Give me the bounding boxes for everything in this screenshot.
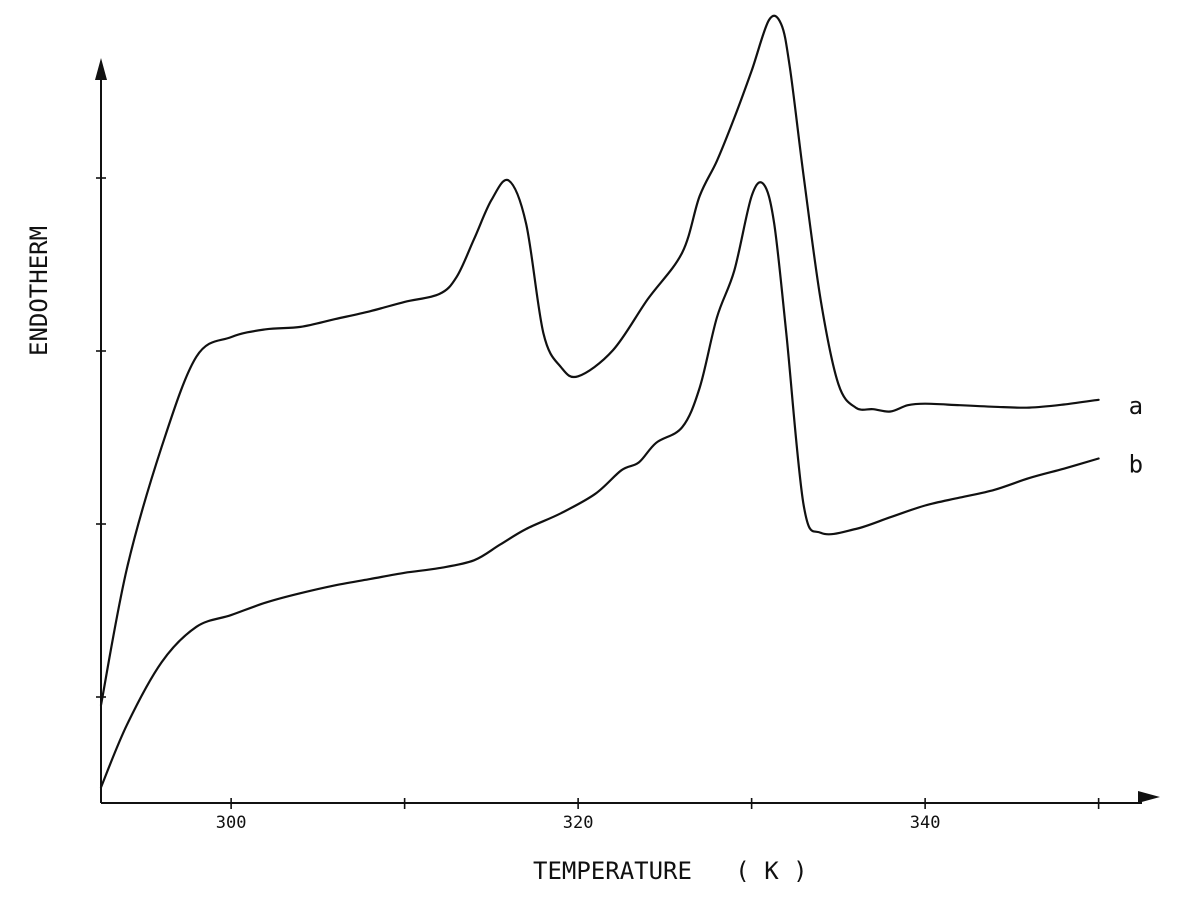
x-axis-ticks [230, 798, 1100, 809]
y-axis-arrowhead [95, 58, 107, 80]
y-axis [95, 58, 107, 803]
x-axis-tick-labels: 300 320 340 [216, 813, 941, 833]
x-axis [101, 791, 1160, 804]
x-axis-tick-label: 320 [563, 813, 594, 833]
x-axis-tick-label: 340 [910, 813, 941, 833]
series-label-b: b [1129, 450, 1143, 478]
series-label-a: a [1129, 392, 1143, 420]
series-line-a [99, 14, 1100, 707]
series-layer: ab [99, 14, 1143, 789]
x-axis-title: TEMPERATURE ( K ) [533, 857, 808, 885]
y-axis-title: ENDOTHERM [25, 226, 53, 356]
x-axis-tick-label: 300 [216, 813, 247, 833]
x-axis-arrowhead [1138, 791, 1160, 803]
series-line-b [99, 181, 1100, 789]
